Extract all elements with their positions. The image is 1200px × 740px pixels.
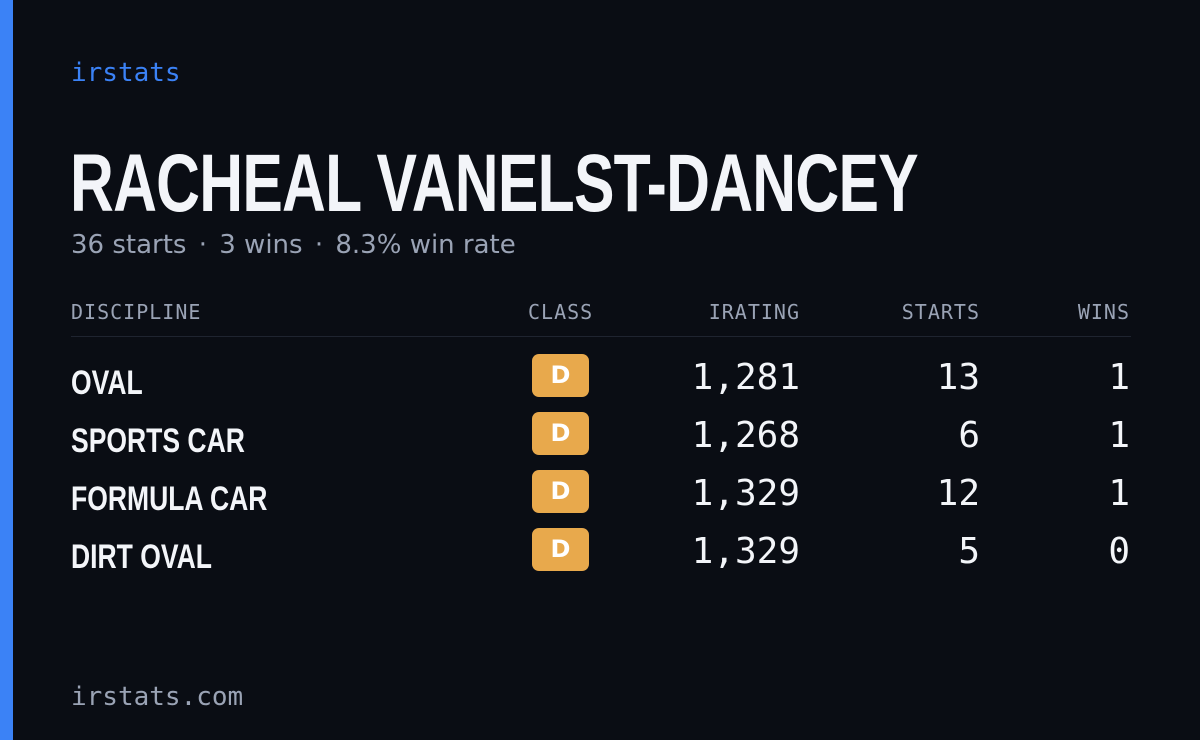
wins-value: 1: [1108, 473, 1130, 514]
wins-value: 1: [1108, 357, 1130, 398]
summary-win-rate: 8.3% win rate: [335, 230, 516, 260]
footer-url: irstats.com: [71, 682, 244, 712]
header-starts: STARTS: [901, 300, 980, 324]
discipline-name: DIRT OVAL: [71, 538, 212, 576]
header-irating: IRATING: [708, 300, 800, 324]
starts-value: 13: [936, 357, 980, 398]
discipline-name: FORMULA CAR: [71, 480, 268, 518]
irating-value: 1,329: [691, 531, 800, 572]
starts-value: 12: [936, 473, 980, 514]
discipline-name: SPORTS CAR: [71, 422, 245, 460]
discipline-name: OVAL: [71, 364, 143, 402]
starts-value: 6: [958, 415, 980, 456]
driver-summary: 36 starts · 3 wins · 8.3% win rate: [71, 228, 516, 262]
class-badge: D: [532, 528, 589, 571]
header-wins: WINS: [1077, 300, 1130, 324]
irating-value: 1,281: [691, 357, 800, 398]
class-badge: D: [532, 470, 589, 513]
summary-separator: ·: [314, 230, 324, 260]
brand-logo: irstats: [71, 58, 181, 88]
table-row: FORMULA CAR D 1,329 12 1: [71, 469, 1131, 527]
starts-value: 5: [958, 531, 980, 572]
class-badge: D: [532, 354, 589, 397]
wins-value: 1: [1108, 415, 1130, 456]
table-row: OVAL D 1,281 13 1: [71, 353, 1131, 411]
summary-separator: ·: [198, 230, 207, 260]
table-row: DIRT OVAL D 1,329 5 0: [71, 527, 1131, 585]
discipline-stats-table: DISCIPLINE CLASS IRATING STARTS WINS OVA…: [71, 296, 1131, 585]
table-body: OVAL D 1,281 13 1 SPORTS CAR D 1,268 6 1…: [71, 353, 1131, 585]
table-header: DISCIPLINE CLASS IRATING STARTS WINS: [71, 296, 1131, 337]
table-row: SPORTS CAR D 1,268 6 1: [71, 411, 1131, 469]
summary-starts: 36 starts: [71, 230, 187, 260]
irating-value: 1,268: [691, 415, 800, 456]
accent-bar: [0, 0, 13, 740]
header-discipline: DISCIPLINE: [71, 300, 202, 324]
class-badge: D: [532, 412, 589, 455]
irating-value: 1,329: [691, 473, 800, 514]
wins-value: 0: [1108, 531, 1130, 572]
driver-name: RACHEAL VANELST-DANCEY: [70, 138, 919, 229]
summary-wins: 3 wins: [219, 230, 303, 260]
